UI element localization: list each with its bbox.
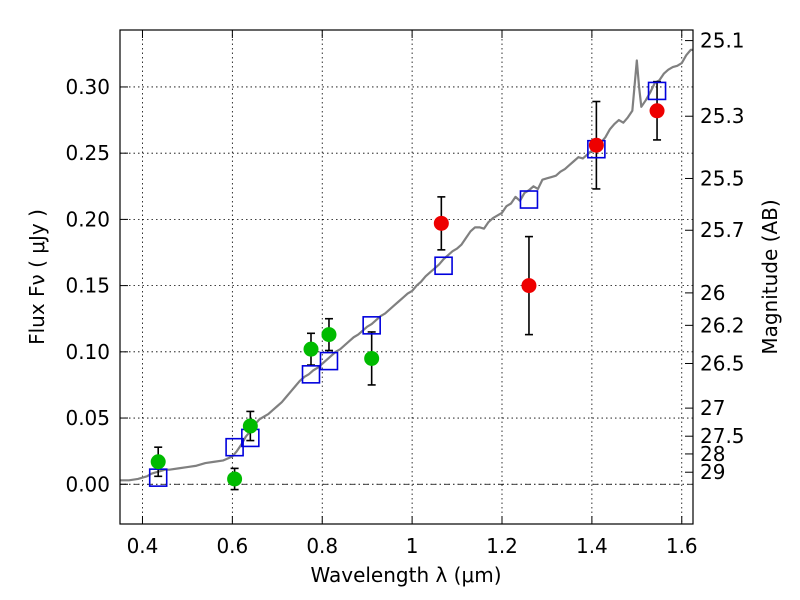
observed-point-red — [433, 215, 449, 231]
observed-point-red — [649, 103, 665, 119]
y-tick-label: 0.05 — [65, 406, 110, 430]
x-tick-label: 0.6 — [216, 534, 248, 558]
x-tick-label: 1.4 — [576, 534, 608, 558]
y-tick-labels: 0.00 0.05 0.10 0.15 0.20 0.25 0.30 — [65, 75, 110, 496]
right-tick-label: 26.5 — [700, 351, 745, 375]
grid-lines — [120, 30, 693, 524]
model-photometry-square — [319, 351, 339, 371]
model-photometry-square — [519, 190, 539, 209]
right-tick-label: 25.7 — [700, 218, 745, 242]
model-photometry-square — [647, 81, 667, 101]
x-tick-label: 1.6 — [666, 534, 698, 558]
x-tick-label: 1 — [406, 534, 419, 558]
y-tick-label: 0.00 — [65, 472, 110, 496]
observed-point-green — [303, 341, 319, 357]
axis-ticks — [120, 30, 693, 524]
right-tick-label: 25.5 — [700, 166, 745, 190]
observed-point-green — [242, 418, 258, 434]
observed-point-green — [227, 471, 243, 487]
right-tick-label: 27 — [700, 396, 725, 420]
observed-point-red — [588, 137, 604, 153]
right-tick-label: 29 — [700, 460, 725, 484]
y-tick-label: 0.20 — [65, 207, 110, 231]
right-tick-label: 27.5 — [700, 424, 745, 448]
y-tick-label: 0.10 — [65, 340, 110, 364]
observed-point-green — [321, 327, 337, 343]
x-tick-labels: 0.4 0.6 0.8 1 1.2 1.4 1.6 — [127, 534, 698, 558]
right-tick-label: 25.1 — [700, 29, 745, 53]
x-tick-label: 0.8 — [306, 534, 338, 558]
x-axis-title: Wavelength λ (μm) — [310, 563, 501, 587]
right-axis-title: Magnitude (AB) — [758, 199, 782, 354]
plot-background — [120, 30, 693, 524]
observed-point-red — [521, 278, 537, 294]
right-tick-label: 26.2 — [700, 313, 745, 337]
observed-point-green — [150, 454, 166, 470]
x-tick-label: 0.4 — [127, 534, 159, 558]
observed-point-green — [364, 350, 380, 366]
y-axis-title: Flux Fν ( μJy ) — [25, 209, 49, 345]
right-tick-label: 26 — [700, 281, 725, 305]
right-tick-label: 25.3 — [700, 104, 745, 128]
plot-frame — [119, 29, 694, 525]
y-tick-label: 0.15 — [65, 274, 110, 298]
y-tick-label: 0.30 — [65, 75, 110, 99]
model-photometry-square — [362, 316, 381, 335]
model-photometry-square — [434, 256, 453, 276]
x-tick-label: 1.2 — [486, 534, 518, 558]
observed-photometry-points — [150, 103, 665, 487]
y-tick-label: 0.25 — [65, 141, 110, 165]
right-tick-label: 28 — [700, 442, 725, 466]
model-photometry-square — [301, 365, 321, 384]
